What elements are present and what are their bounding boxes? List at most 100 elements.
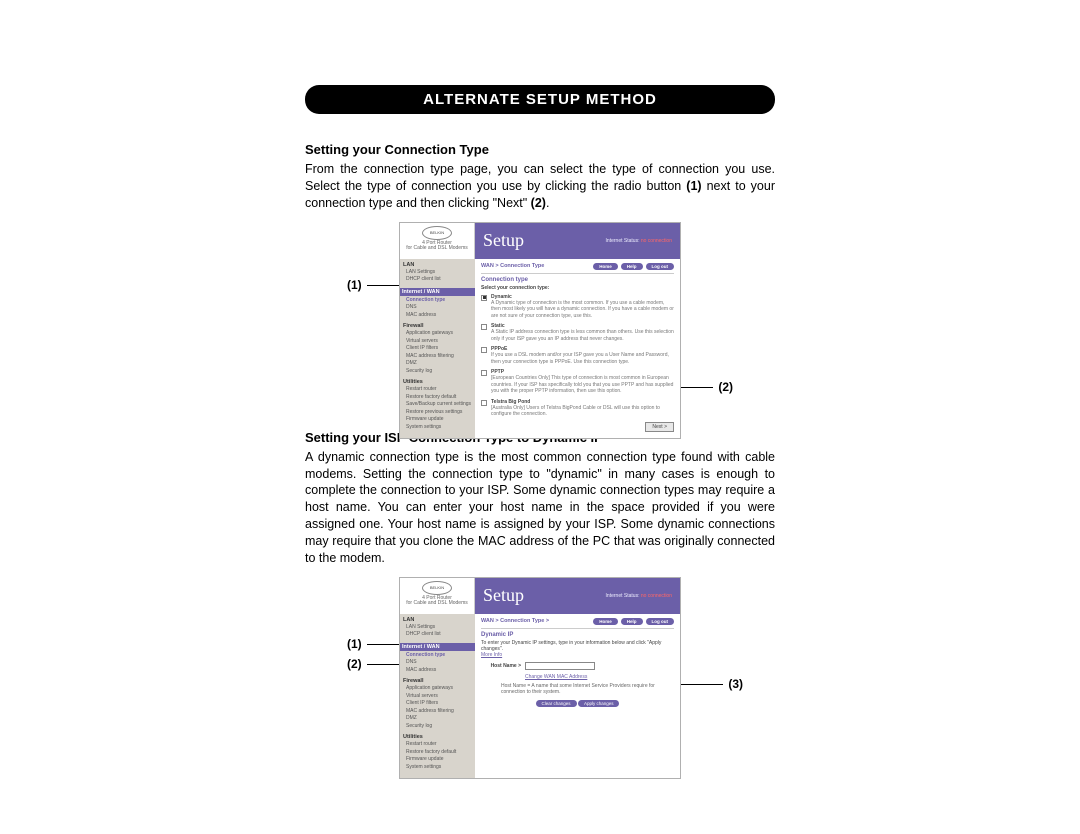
sidebar-item[interactable]: DNS bbox=[403, 304, 472, 312]
sidebar-item[interactable]: DMZ bbox=[403, 715, 472, 723]
home-button[interactable]: Home bbox=[593, 263, 618, 270]
option-desc: A Dynamic type of connection is the most… bbox=[491, 300, 674, 320]
sidebar-heading-firewall: Firewall bbox=[403, 323, 472, 329]
sidebar-item[interactable]: System settings bbox=[403, 764, 472, 772]
help-button[interactable]: Help bbox=[621, 263, 643, 270]
sidebar-item[interactable]: Security log bbox=[403, 723, 472, 731]
connection-option[interactable]: StaticA Static IP address connection typ… bbox=[481, 323, 674, 342]
option-text: PPPoEIf you use a DSL modem and/or your … bbox=[491, 346, 674, 365]
sidebar-group-firewall: Firewall Application gateways Virtual se… bbox=[403, 678, 472, 730]
option-desc: [European Countries Only] This type of c… bbox=[491, 375, 674, 395]
instruction-text: Select your connection type: bbox=[481, 285, 674, 291]
sidebar-item[interactable]: Restore previous settings bbox=[403, 409, 472, 417]
sidebar-item[interactable]: MAC address bbox=[403, 667, 472, 675]
logout-button[interactable]: Log out bbox=[646, 263, 675, 270]
sidebar-item[interactable]: DHCP client list bbox=[403, 276, 472, 284]
belkin-logo: BELKIN bbox=[422, 226, 452, 240]
sidebar-item[interactable]: System settings bbox=[403, 424, 472, 432]
figure-2: (1) (2) (3) BELKIN 4 Port Router for Cab… bbox=[305, 577, 775, 737]
change-mac-link[interactable]: Change WAN MAC Address bbox=[525, 674, 674, 680]
callout-ref-1: (1) bbox=[686, 179, 701, 193]
sidebar-item[interactable]: DHCP client list bbox=[403, 631, 472, 639]
logout-button[interactable]: Log out bbox=[646, 618, 675, 625]
screenshot-body: LAN LAN Settings DHCP client list Intern… bbox=[400, 614, 680, 779]
option-text: PPTP[European Countries Only] This type … bbox=[491, 369, 674, 395]
sidebar-item[interactable]: MAC address bbox=[403, 312, 472, 320]
sidebar-item[interactable]: Application gateways bbox=[403, 685, 472, 693]
sidebar-heading-firewall: Firewall bbox=[403, 678, 472, 684]
option-text: Telstra Big Pond[Australia Only] Users o… bbox=[491, 399, 674, 418]
sidebar-group-utilities: Utilities Restart router Restore factory… bbox=[403, 734, 472, 771]
figure-2-callout-1: (1) bbox=[347, 637, 362, 651]
sidebar-item[interactable]: LAN Settings bbox=[403, 624, 472, 632]
sidebar-item[interactable]: Client IP filters bbox=[403, 700, 472, 708]
sidebar-group-wan: Internet / WAN Connection type DNS MAC a… bbox=[403, 643, 472, 675]
section-body-1: From the connection type page, you can s… bbox=[305, 161, 775, 212]
sidebar-item[interactable]: Firmware update bbox=[403, 416, 472, 424]
product-sub: for Cable and DSL Modems bbox=[402, 246, 472, 252]
radio-button[interactable] bbox=[481, 295, 487, 301]
screenshot-header: BELKIN 4 Port Router for Cable and DSL M… bbox=[400, 223, 680, 259]
option-desc: A Static IP address connection type is l… bbox=[491, 329, 674, 342]
sidebar-item[interactable]: Save/Backup current settings bbox=[403, 401, 472, 409]
radio-button[interactable] bbox=[481, 347, 487, 353]
figure-1: (1) (2) BELKIN 4 Port Router for Cable a… bbox=[305, 222, 775, 412]
sidebar-item[interactable]: DNS bbox=[403, 659, 472, 667]
sidebar-item[interactable]: Virtual servers bbox=[403, 338, 472, 346]
internet-status: Internet Status: no connection bbox=[606, 593, 672, 599]
connection-option[interactable]: PPTP[European Countries Only] This type … bbox=[481, 369, 674, 395]
host-name-input[interactable] bbox=[525, 662, 595, 670]
connection-option[interactable]: PPPoEIf you use a DSL modem and/or your … bbox=[481, 346, 674, 365]
sidebar-item[interactable]: Restore factory default bbox=[403, 394, 472, 402]
status-label: Internet Status: bbox=[606, 238, 640, 244]
logo-cell: BELKIN 4 Port Router for Cable and DSL M… bbox=[400, 223, 475, 259]
status-value: no connection bbox=[641, 238, 672, 244]
main-panel: WAN > Connection Type Home Help Log out … bbox=[475, 259, 680, 439]
sidebar-group-firewall: Firewall Application gateways Virtual se… bbox=[403, 323, 472, 375]
sidebar-item[interactable]: MAC address filtering bbox=[403, 353, 472, 361]
apply-changes-button[interactable]: Apply changes bbox=[578, 700, 620, 707]
callout-line bbox=[367, 644, 403, 645]
sidebar-item[interactable]: Client IP filters bbox=[403, 345, 472, 353]
sidebar-item[interactable]: Restart router bbox=[403, 741, 472, 749]
next-button[interactable]: Next > bbox=[645, 422, 674, 432]
callout-line bbox=[367, 285, 403, 286]
setup-banner: Setup Internet Status: no connection bbox=[475, 223, 680, 259]
sidebar-item[interactable]: Firmware update bbox=[403, 756, 472, 764]
sidebar-group-lan: LAN LAN Settings DHCP client list bbox=[403, 262, 472, 284]
radio-button[interactable] bbox=[481, 324, 487, 330]
sidebar: LAN LAN Settings DHCP client list Intern… bbox=[400, 614, 475, 779]
figure-2-callout-3: (3) bbox=[728, 677, 743, 691]
sidebar-item[interactable]: Virtual servers bbox=[403, 693, 472, 701]
radio-button[interactable] bbox=[481, 400, 487, 406]
breadcrumb-row: WAN > Connection Type > Home Help Log ou… bbox=[481, 618, 674, 625]
sidebar-item-connection-type[interactable]: Connection type bbox=[403, 652, 472, 660]
more-info-link[interactable]: More Info bbox=[481, 652, 674, 658]
sidebar-group-utilities: Utilities Restart router Restore factory… bbox=[403, 379, 472, 431]
sidebar-item[interactable]: Restart router bbox=[403, 386, 472, 394]
sidebar-group-lan: LAN LAN Settings DHCP client list bbox=[403, 617, 472, 639]
setup-banner: Setup Internet Status: no connection bbox=[475, 578, 680, 614]
figure-2-callout-2: (2) bbox=[347, 657, 362, 671]
setup-title: Setup bbox=[483, 585, 524, 606]
figure-1-callout-2: (2) bbox=[718, 380, 733, 394]
figure-1-callout-1: (1) bbox=[347, 278, 362, 292]
sidebar-item[interactable]: DMZ bbox=[403, 360, 472, 368]
breadcrumb: WAN > Connection Type > bbox=[481, 618, 549, 624]
screenshot-dynamic-ip: BELKIN 4 Port Router for Cable and DSL M… bbox=[399, 577, 681, 780]
radio-button[interactable] bbox=[481, 370, 487, 376]
connection-option[interactable]: DynamicA Dynamic type of connection is t… bbox=[481, 294, 674, 320]
sidebar-item-connection-type[interactable]: Connection type bbox=[403, 297, 472, 305]
help-button[interactable]: Help bbox=[621, 618, 643, 625]
sidebar-item[interactable]: LAN Settings bbox=[403, 269, 472, 277]
home-button[interactable]: Home bbox=[593, 618, 618, 625]
sidebar-item[interactable]: Security log bbox=[403, 368, 472, 376]
host-name-field: Host Name > bbox=[481, 662, 674, 670]
connection-option[interactable]: Telstra Big Pond[Australia Only] Users o… bbox=[481, 399, 674, 418]
sidebar-item[interactable]: Application gateways bbox=[403, 330, 472, 338]
sidebar-heading-utilities: Utilities bbox=[403, 734, 472, 740]
sidebar-item[interactable]: Restore factory default bbox=[403, 749, 472, 757]
clear-changes-button[interactable]: Clear changes bbox=[536, 700, 577, 707]
sidebar-item[interactable]: MAC address filtering bbox=[403, 708, 472, 716]
breadcrumb: WAN > Connection Type bbox=[481, 263, 544, 269]
